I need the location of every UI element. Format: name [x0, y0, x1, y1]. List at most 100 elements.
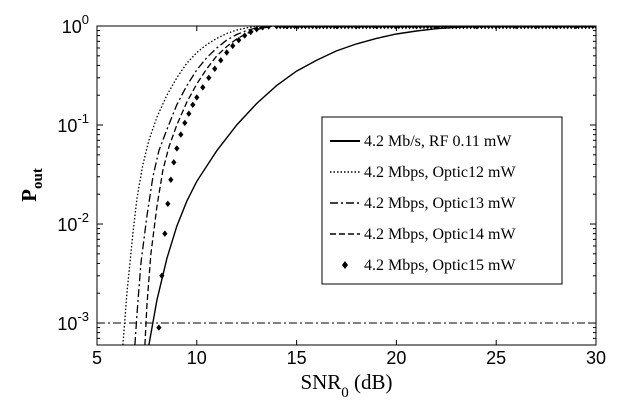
series-5-point [306, 26, 312, 30]
series-5-point [511, 26, 517, 30]
series-5-point [299, 26, 305, 30]
series-5-point [371, 26, 377, 30]
legend-label-1: 4.2 Mb/s, RF 0.11 mW [364, 133, 512, 150]
series-5-point [464, 26, 470, 30]
series-5-point [543, 26, 549, 30]
series-5-point [363, 26, 370, 30]
series-5-point [435, 26, 441, 30]
series-5-point [565, 26, 571, 30]
series-5-point [356, 26, 362, 30]
legend-swatch-5 [342, 261, 348, 269]
series-5-point [468, 26, 474, 30]
series-5-point [432, 26, 438, 30]
series-5-point [424, 26, 431, 30]
series-5 [156, 26, 596, 331]
legend: 4.2 Mb/s, RF 0.11 mW 4.2 Mbps, Optic12 mW… [321, 116, 563, 285]
series-5-point [568, 26, 574, 30]
x-axis-label-main: SNR [300, 370, 341, 394]
series-5-point [182, 119, 188, 127]
series-5-point [389, 26, 395, 30]
legend-label-2: 4.2 Mbps, Optic12 mW [364, 164, 516, 181]
series-5-point [174, 145, 180, 152]
series-5-point [575, 26, 582, 30]
series-5-point [590, 26, 596, 30]
series-5-point [367, 26, 373, 30]
series-5-point [385, 26, 391, 30]
series-5-point [159, 272, 165, 279]
series-5-point [403, 26, 409, 30]
series-5-point [345, 26, 352, 30]
series-5-point [292, 26, 298, 30]
series-5-point [539, 26, 546, 30]
series-5-point [507, 26, 513, 30]
series-5-point [518, 26, 524, 30]
series-5-point [561, 26, 567, 30]
x-axis-label-unit: (dB) [349, 370, 393, 394]
series-5-point [248, 28, 254, 36]
series-5-point [212, 65, 218, 72]
series-5-point [572, 26, 578, 30]
series-5-point [320, 26, 326, 30]
series-5-point [162, 230, 168, 237]
series-5-point [194, 94, 200, 101]
series-5-point [496, 26, 502, 30]
series-5-point [156, 324, 162, 331]
series-5-point [529, 26, 535, 30]
series-5-point [500, 26, 506, 30]
series-5-point [503, 26, 510, 30]
series-5-point [414, 26, 420, 30]
series-5-point [489, 26, 495, 30]
series-5-point [236, 36, 242, 44]
series-5-point [475, 26, 481, 30]
series-5-point [396, 26, 402, 30]
series-5-point [288, 26, 294, 30]
series-5-point [284, 26, 291, 30]
series-5-point [457, 26, 463, 30]
series-5-point [230, 42, 236, 50]
series-5-point [374, 26, 380, 30]
series-5-point [442, 26, 449, 30]
series-5-point [421, 26, 427, 30]
series-5-point [242, 32, 248, 39]
series-5-point [583, 26, 589, 30]
series-5-point [547, 26, 553, 30]
series-5-point [554, 26, 560, 30]
x-tick-label: 30 [586, 348, 606, 368]
series-5-point [206, 74, 212, 81]
y-axis-label-subscript: out [30, 168, 46, 189]
series-5-point [360, 26, 366, 30]
series-5-point [446, 26, 452, 30]
series-5-point [410, 26, 416, 30]
series-5-point [171, 159, 177, 166]
series-5-point [335, 26, 341, 30]
y-axis-label-main: P [17, 189, 41, 202]
series-5-point [381, 26, 388, 30]
series-5-point [593, 26, 596, 30]
series-5-point [317, 26, 323, 30]
series-5-point [274, 26, 280, 30]
series-5-point [281, 26, 287, 30]
x-axis-label-subscript: 0 [341, 385, 349, 401]
series-5-point [331, 26, 337, 30]
series-2 [122, 26, 596, 345]
series-5-point [579, 26, 585, 30]
series-5-point [399, 26, 405, 30]
legend-label-4: 4.2 Mbps, Optic14 mW [364, 226, 516, 243]
legend-label-5: 4.2 Mbps, Optic15 mW [364, 257, 516, 274]
plot-frame [96, 25, 597, 346]
series-5-point [378, 26, 384, 30]
series-5-point [536, 26, 542, 30]
series-5-point [532, 26, 538, 30]
series-5-point [557, 26, 564, 30]
series-5-point [450, 26, 456, 30]
y-axis-label: Pout [17, 168, 46, 202]
series-5-point [406, 26, 413, 30]
series-5-point [460, 26, 467, 30]
x-tick-label: 10 [187, 348, 207, 368]
series-5-point [218, 57, 224, 64]
x-tick-label: 20 [386, 348, 406, 368]
legend-label-3: 4.2 Mbps, Optic13 mW [364, 195, 516, 212]
y-tick-label: 10-2 [57, 210, 89, 235]
series-5-point [338, 26, 344, 30]
